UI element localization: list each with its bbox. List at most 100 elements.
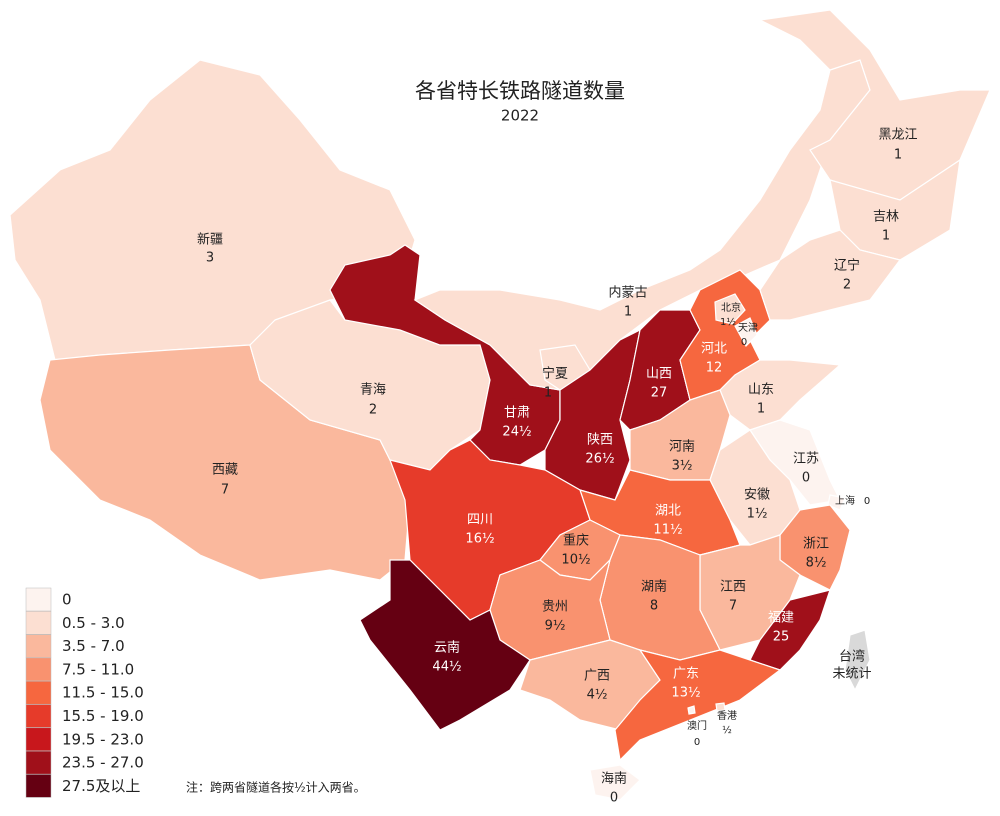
- legend-swatch: [25, 634, 52, 658]
- province-name: 澳门: [687, 719, 707, 732]
- title: 各省特长铁路隧道数量: [415, 79, 625, 103]
- province-name: 天津: [738, 322, 758, 334]
- province-name: 贵州: [542, 600, 568, 615]
- province-name: 香港: [717, 710, 737, 722]
- legend-label: 7.5 - 11.0: [62, 660, 134, 678]
- province: [827, 494, 846, 511]
- province-value: 12: [706, 361, 723, 376]
- province-name: 辽宁: [834, 258, 860, 274]
- province-value: 1: [544, 386, 552, 401]
- province-name: 上海: [835, 494, 855, 507]
- province-name: 安徽: [744, 488, 770, 503]
- province-value: 2: [843, 278, 851, 293]
- legend: 0 0.5 - 3.0 3.5 - 7.0 7.5 - 11.0 11.5 - 15.0…: [25, 587, 144, 798]
- province-value: 1: [624, 305, 632, 320]
- province-value: 2: [369, 403, 377, 418]
- legend-label: 0.5 - 3.0: [62, 614, 125, 632]
- province-name: 河南: [669, 439, 695, 455]
- legend-label: 0: [62, 591, 72, 609]
- province-name: 福建: [768, 611, 794, 626]
- legend-label: 27.5及以上: [62, 777, 140, 795]
- province-name: 北京: [721, 301, 741, 314]
- province-value: 1: [882, 229, 890, 244]
- province-value: 0: [802, 471, 810, 486]
- province-value: 24½: [502, 425, 531, 440]
- province-name: 青海: [360, 383, 386, 398]
- province: [359, 559, 531, 731]
- province-value: 0: [610, 791, 618, 806]
- province-name: 河北: [701, 342, 727, 357]
- province: [759, 229, 902, 321]
- subtitle: 2022: [501, 107, 539, 125]
- legend-swatch: [25, 727, 52, 752]
- province-value: 25: [773, 630, 790, 645]
- province-value: ½: [722, 724, 732, 736]
- province-value: 0: [694, 737, 700, 748]
- province-name: 海南: [601, 771, 627, 787]
- province-name: 吉林: [873, 210, 899, 225]
- province-value: 9½: [545, 619, 566, 634]
- province-value: 1: [757, 402, 765, 417]
- province: [687, 705, 696, 715]
- province-value: 1: [894, 148, 902, 163]
- province-name: 山东: [748, 383, 774, 398]
- province-value: 0: [864, 496, 870, 507]
- province-name: 黑龙江: [878, 128, 917, 143]
- province-value: 7: [729, 599, 737, 614]
- legend-swatch: [25, 587, 52, 612]
- province-value: 44½: [432, 660, 461, 675]
- province-value: 7: [221, 483, 229, 498]
- legend-swatch: [25, 657, 52, 682]
- province-value: 1½: [747, 507, 768, 522]
- province-name: 台湾: [839, 649, 865, 665]
- province-name: 广东: [673, 667, 699, 682]
- province: [844, 629, 871, 692]
- province-value: 26½: [585, 452, 614, 467]
- legend-label: 15.5 - 19.0: [62, 707, 144, 725]
- note: 注：跨两省隧道各按½计入两省。: [186, 780, 366, 795]
- province-value: 11½: [653, 523, 682, 538]
- province-name: 西藏: [212, 463, 238, 478]
- province-name: 广西: [584, 669, 610, 684]
- legend-swatch: [25, 680, 52, 705]
- province-name: 重庆: [563, 533, 589, 549]
- province-value: 13½: [671, 686, 700, 701]
- province-name: 湖南: [641, 579, 667, 595]
- legend-label: 3.5 - 7.0: [62, 637, 125, 655]
- province-value: 1½: [720, 316, 736, 328]
- province-name: 江苏: [793, 451, 819, 467]
- province-name: 四川: [467, 513, 493, 528]
- province-name: 陕西: [587, 433, 613, 448]
- province-value: 3: [206, 251, 214, 266]
- province: [719, 359, 842, 431]
- province-name: 山西: [646, 367, 672, 382]
- legend-swatch: [25, 774, 52, 798]
- legend-label: 19.5 - 23.0: [62, 730, 144, 748]
- legend-label: 11.5 - 15.0: [62, 684, 144, 702]
- province-value: 未统计: [832, 667, 871, 682]
- province-value: 8½: [806, 556, 827, 571]
- province-name: 江西: [720, 580, 746, 595]
- province-name: 甘肃: [504, 406, 530, 421]
- legend-swatch: [25, 704, 52, 728]
- province-name: 云南: [434, 640, 460, 656]
- province: [715, 702, 726, 712]
- legend-swatch: [25, 750, 52, 775]
- province-value: 16½: [465, 532, 494, 547]
- province: [614, 649, 782, 762]
- province-name: 浙江: [803, 537, 829, 552]
- province-value: 0: [741, 337, 747, 348]
- province-value: 27: [651, 386, 668, 401]
- province-value: 10½: [561, 553, 590, 568]
- legend-swatch: [25, 611, 52, 635]
- province-name: 宁夏: [542, 366, 568, 382]
- province: [734, 317, 758, 347]
- province-name: 内蒙古: [608, 285, 647, 301]
- province-value: 8: [650, 599, 658, 614]
- province-value: 4½: [587, 688, 608, 703]
- province-value: 3½: [672, 459, 693, 474]
- province: [714, 293, 746, 325]
- province: [589, 764, 641, 801]
